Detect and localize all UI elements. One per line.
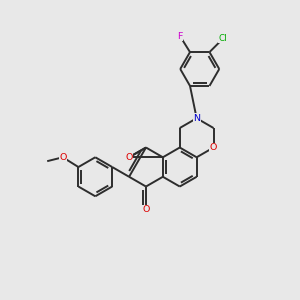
- Text: O: O: [210, 143, 217, 152]
- Text: N: N: [193, 114, 200, 123]
- Text: Cl: Cl: [219, 34, 227, 43]
- Text: O: O: [125, 153, 133, 162]
- Text: O: O: [142, 205, 150, 214]
- Text: O: O: [59, 153, 67, 162]
- Text: F: F: [178, 32, 183, 41]
